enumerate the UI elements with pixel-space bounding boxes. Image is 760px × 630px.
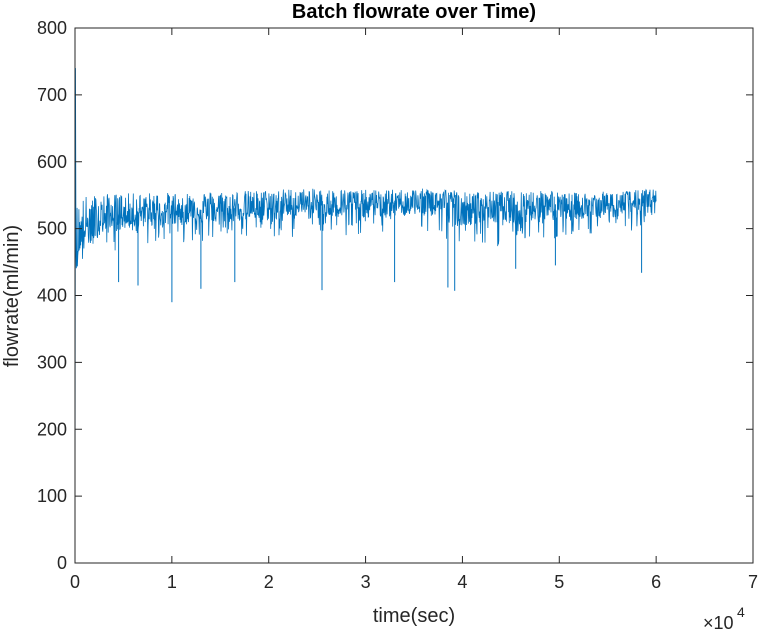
x-tick-label-3: 3 [361, 572, 371, 592]
y-tick-label-7: 700 [37, 85, 67, 105]
x-axis-exponent: ×10 4 [703, 604, 745, 630]
y-tick-label-8: 800 [37, 18, 67, 38]
x-tick-label-2: 2 [264, 572, 274, 592]
y-axis-label: flowrate(ml/min) [1, 225, 23, 367]
x-axis-label: time(sec) [373, 605, 455, 627]
y-tick-label-6: 600 [37, 152, 67, 172]
x-tick-label-6: 6 [651, 572, 661, 592]
x-axis-exponent-base: ×10 [703, 613, 734, 630]
y-tick-label-5: 500 [37, 219, 67, 239]
x-tick-label-5: 5 [554, 572, 564, 592]
x-tick-label-1: 1 [167, 572, 177, 592]
y-tick-label-3: 300 [37, 352, 67, 372]
chart-title: Batch flowrate over Time) [292, 1, 536, 23]
y-tick-label-4: 400 [37, 286, 67, 306]
y-tick-label-2: 200 [37, 419, 67, 439]
x-tick-label-4: 4 [457, 572, 467, 592]
x-tick-label-0: 0 [70, 572, 80, 592]
x-axis-exponent-power: 4 [737, 604, 745, 620]
x-tick-label-7: 7 [748, 572, 758, 592]
y-tick-label-1: 100 [37, 486, 67, 506]
series-line [74, 68, 657, 564]
plot-area: 0 1 2 3 4 5 6 7 0 100 200 300 400 500 600 700 800 [37, 18, 758, 592]
y-tick-label-0: 0 [57, 553, 67, 573]
